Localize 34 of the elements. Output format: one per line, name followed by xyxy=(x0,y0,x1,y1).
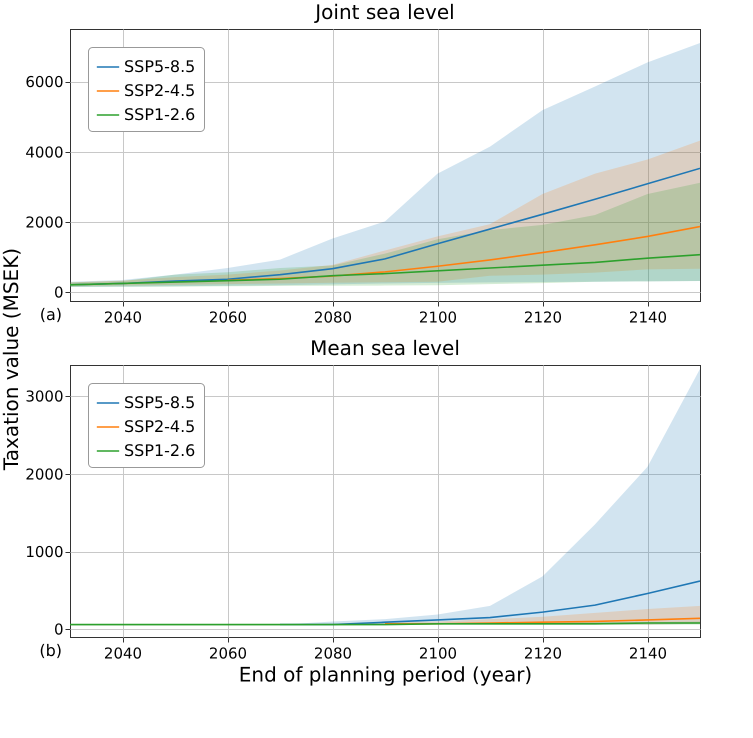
x-tick-label: 2060 xyxy=(208,644,248,662)
y-tick-label: 4000 xyxy=(25,143,64,162)
text: (a) xyxy=(40,305,62,324)
legend-label: SSP5-8.5 xyxy=(124,393,196,412)
y-tick-label: 3000 xyxy=(25,388,64,406)
legend-label: SSP1-2.6 xyxy=(124,105,196,124)
y-tick-label: 0 xyxy=(54,620,64,639)
text: (b) xyxy=(39,641,62,660)
x-tick-label: 2140 xyxy=(628,308,668,326)
x-tick-label: 2060 xyxy=(208,308,248,326)
y-axis-title: Taxation value (MSEK) xyxy=(0,248,23,472)
x-tick-label: 2080 xyxy=(314,308,352,326)
chart-title: Mean sea level xyxy=(310,336,460,360)
legend-label: SSP2-4.5 xyxy=(124,417,196,436)
y-tick-label: 2000 xyxy=(25,214,64,232)
line-series xyxy=(226,226,700,282)
y-tick-label: 0 xyxy=(54,284,64,302)
x-tick-label: 2120 xyxy=(524,308,562,326)
x-tick-label: 2040 xyxy=(104,308,142,326)
x-tick-label: 2040 xyxy=(104,644,142,662)
y-tick-label: 1000 xyxy=(25,543,64,562)
y-tick-label: 6000 xyxy=(25,73,64,92)
x-tick-label: 2080 xyxy=(314,644,352,662)
y-tick-label: 2000 xyxy=(25,465,64,484)
legend-label: SSP1-2.6 xyxy=(124,441,196,460)
chart-title: Joint sea level xyxy=(313,0,455,24)
legend-label: SSP2-4.5 xyxy=(124,81,196,100)
line-series xyxy=(70,254,700,286)
legend-label: SSP5-8.5 xyxy=(124,57,196,76)
x-axis-title: End of planning period (year) xyxy=(238,662,532,686)
x-tick-label: 2100 xyxy=(418,644,458,662)
x-tick-label: 2120 xyxy=(524,644,562,662)
x-tick-label: 2100 xyxy=(418,308,458,326)
x-tick-label: 2140 xyxy=(628,644,668,662)
